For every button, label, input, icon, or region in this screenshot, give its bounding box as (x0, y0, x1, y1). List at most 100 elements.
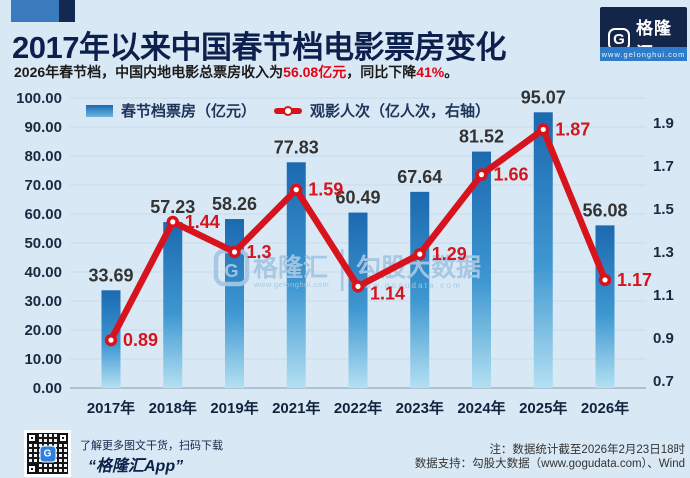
gelonghui-logo-url: www.gelonghui.com (600, 47, 687, 61)
qr-finder-dot (31, 468, 33, 470)
bar-value-label: 81.52 (459, 127, 504, 147)
page-title: 2017年以来中国春节档电影票房变化 (12, 30, 506, 65)
data-support-note: 数据支持：勾股大数据（www.gogudata.com）、Wind (414, 458, 685, 470)
left-axis-tick: 10.00 (24, 351, 62, 368)
bar-value-label: 95.07 (521, 87, 566, 107)
line-marker-center (417, 251, 423, 257)
bar-2024年 (472, 151, 491, 388)
qr-finder-icon (27, 464, 37, 474)
line-marker-center (602, 277, 608, 283)
legend-bar-swatch-icon (86, 104, 113, 117)
left-axis-tick: 40.00 (24, 264, 62, 281)
watermark-brand: 格隆汇 (253, 253, 328, 282)
bar-2018年 (163, 222, 183, 388)
line-value-label: 0.89 (123, 330, 158, 350)
legend-bar-label: 春节档票房（亿元） (121, 103, 257, 120)
line-marker-center (540, 126, 546, 133)
watermark-monogram-letter: G (224, 261, 238, 281)
line-marker-center (231, 249, 238, 255)
left-axis-tick: 50.00 (24, 235, 62, 252)
line-marker-center (170, 219, 176, 225)
right-axis-tick: 1.1 (653, 287, 674, 304)
left-axis-tick: 0.00 (33, 380, 62, 397)
line-value-label: 1.66 (494, 165, 529, 185)
qr-caption: 了解更多图文干货，扫码下载 (80, 440, 223, 452)
left-axis-tick: 60.00 (24, 206, 62, 223)
legend-item-boxoffice: 春节档票房（亿元） (86, 100, 256, 121)
chart-legend: 春节档票房（亿元） 观影人次（亿人次，右轴） (86, 100, 490, 121)
bar-value-label: 57.23 (150, 197, 195, 217)
legend-line-label: 观影人次（亿人次，右轴） (310, 103, 491, 120)
qr-finder-dot (31, 437, 33, 439)
line-marker-center (478, 172, 485, 178)
qr-finder-icon (58, 433, 68, 443)
bar-value-label: 77.83 (274, 137, 319, 157)
x-axis-label: 2022年 (334, 399, 382, 417)
legend-line-marker-icon (274, 105, 303, 116)
line-value-label: 1.3 (247, 242, 272, 262)
legend-item-admissions: 观影人次（亿人次，右轴） (274, 100, 490, 121)
x-axis-label: 2023年 (396, 399, 444, 417)
watermark-divider (341, 249, 344, 291)
x-axis-label: 2024年 (457, 399, 505, 417)
subtitle-text: 。 (444, 64, 459, 80)
left-axis-tick: 30.00 (24, 293, 62, 310)
data-cutoff-note: 注：数据统计截至2026年2月23日18时 (489, 444, 685, 456)
app-name: “格隆汇App” (88, 458, 184, 475)
watermark-partner-url: www.gogudata.com (356, 281, 462, 290)
line-value-label: 1.59 (308, 180, 343, 200)
x-axis-label: 2026年 (581, 399, 629, 417)
watermark-brand-url: www.gelonghui.com (253, 280, 329, 289)
bar-2021年 (286, 162, 306, 388)
qr-pattern: G (27, 433, 68, 474)
bar-2025年 (533, 112, 553, 388)
line-value-label: 1.17 (617, 270, 652, 290)
left-axis-tick: 80.00 (24, 148, 62, 165)
subtitle-highlight-decline: 41% (416, 64, 445, 80)
qr-code: G (24, 430, 71, 477)
subtitle-text: 2026年春节档，中国内地电影总票房收入为 (14, 64, 284, 80)
right-axis-tick: 0.7 (653, 373, 674, 390)
left-axis-tick: 70.00 (24, 177, 62, 194)
watermark: G 格隆汇www.gelonghui.com勾股大数据www.gogudata.c… (213, 248, 481, 291)
header-deco-bar-navy (59, 0, 75, 22)
left-axis-tick: 90.00 (24, 119, 62, 136)
subtitle-highlight-boxoffice: 56.08亿元 (283, 64, 347, 80)
bar-value-label: 58.26 (212, 194, 257, 214)
line-value-label: 1.87 (555, 119, 590, 139)
bar-2023年 (410, 191, 430, 388)
qr-center-logo-icon: G (39, 445, 56, 462)
line-marker-center (355, 283, 361, 289)
line-value-label: 1.14 (370, 283, 405, 303)
x-axis-label: 2019年 (210, 399, 258, 417)
line-value-label: 1.44 (185, 212, 220, 232)
left-axis-tick: 100.00 (16, 90, 62, 107)
line-marker-center (108, 337, 114, 343)
page-subtitle: 2026年春节档，中国内地电影总票房收入为56.08亿元，同比下降41%。 (14, 62, 458, 82)
bar-2026年 (595, 225, 615, 388)
right-axis-tick: 1.5 (653, 201, 674, 218)
legend-dot-icon (283, 105, 294, 116)
subtitle-text: ，同比下降 (346, 64, 417, 80)
bar-2019年 (225, 219, 244, 388)
right-axis-tick: 1.7 (653, 158, 674, 175)
footer-notes: 注：数据统计截至2026年2月23日18时 数据支持：勾股大数据（www.gog… (415, 443, 685, 471)
header-deco-bar-blue (11, 0, 59, 22)
line-marker-center (293, 187, 299, 193)
bar-2022年 (348, 212, 368, 388)
x-axis-label: 2021年 (272, 399, 320, 417)
bar-value-label: 60.49 (335, 188, 380, 208)
bar-value-label: 67.64 (397, 167, 442, 187)
bar-value-label: 33.69 (88, 265, 133, 285)
right-axis-tick: 1.9 (653, 115, 674, 132)
gelonghui-logo: G 格隆汇 www.gelonghui.com (600, 7, 687, 63)
x-axis-label: 2017年 (87, 399, 135, 417)
qr-finder-icon (27, 433, 37, 443)
right-axis-tick: 0.9 (653, 330, 674, 347)
x-axis-label: 2018年 (149, 399, 197, 417)
right-axis-tick: 1.3 (653, 244, 674, 261)
line-value-label: 1.29 (432, 244, 467, 264)
left-axis-tick: 20.00 (24, 322, 62, 339)
